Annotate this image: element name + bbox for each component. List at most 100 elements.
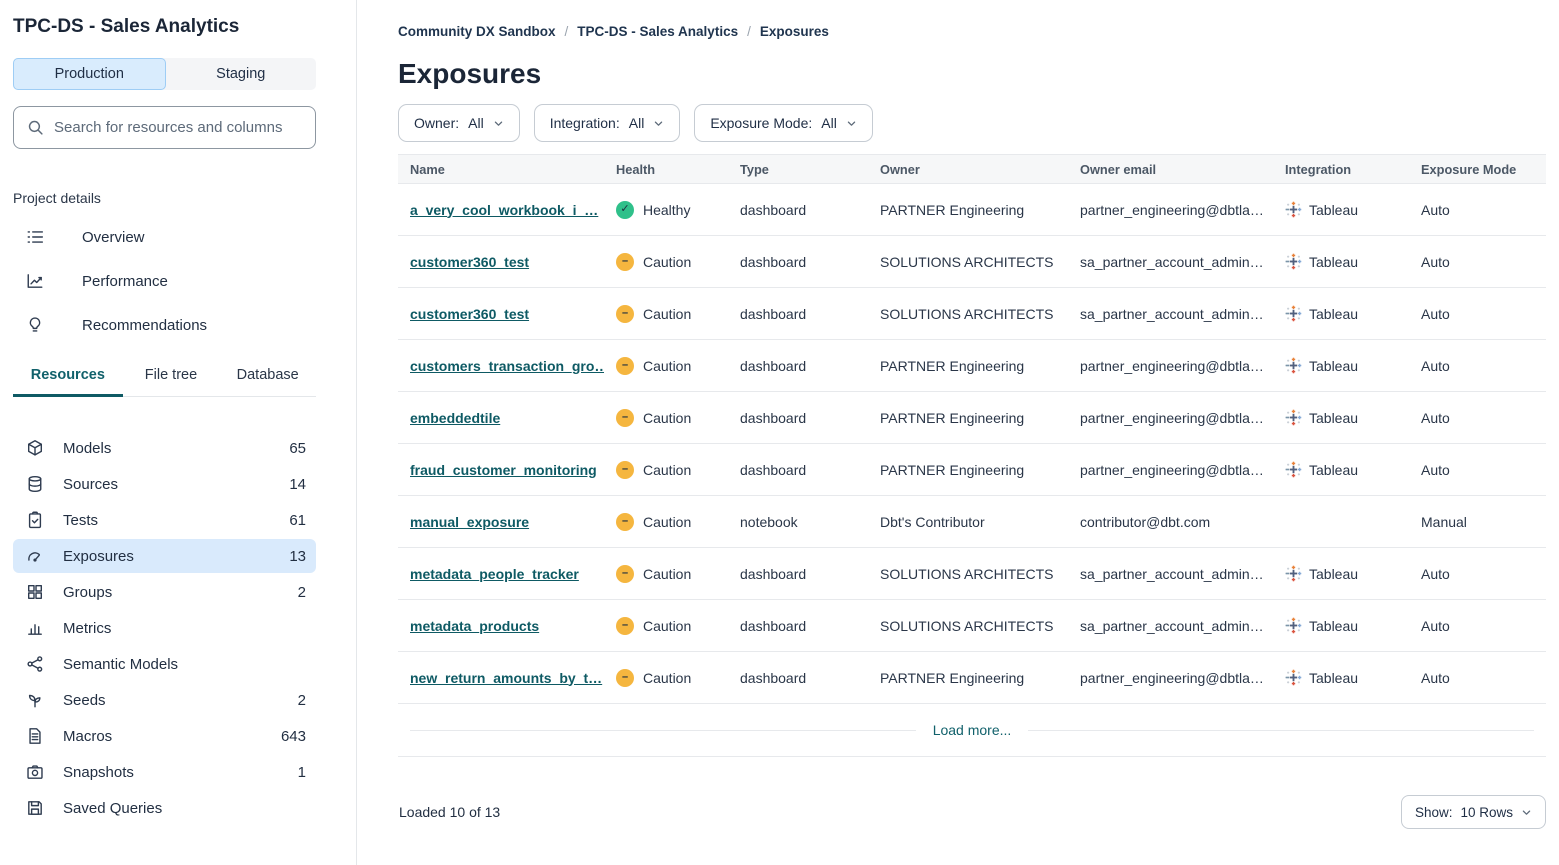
- exposure-mode-cell: Auto: [1421, 253, 1450, 270]
- owner-email-cell: partner_engineering@dbtla…: [1080, 409, 1264, 426]
- breadcrumb-project[interactable]: TPC-DS - Sales Analytics: [577, 24, 739, 39]
- health-badge: –: [616, 564, 634, 583]
- table-row: a_very_cool_workbook_i_… ✓ Healthy dashbo…: [398, 184, 1546, 236]
- load-more-row: Load more...: [398, 704, 1546, 757]
- sidebar-item-tests[interactable]: Tests 61: [13, 503, 316, 537]
- grid-icon: [26, 583, 44, 601]
- exposure-mode-cell: Auto: [1421, 201, 1450, 218]
- owner-cell: PARTNER Engineering: [880, 357, 1025, 374]
- exposure-name-link[interactable]: new_return_amounts_by_t…: [410, 669, 603, 686]
- breadcrumb-account[interactable]: Community DX Sandbox: [398, 24, 556, 39]
- exposure-mode-cell: Auto: [1421, 409, 1450, 426]
- health-badge: –: [616, 668, 634, 687]
- tableau-icon: [1285, 409, 1302, 426]
- resource-list: Models 65 Sources 14 Tests 61 Exposures …: [13, 431, 316, 825]
- sidebar-item-overview[interactable]: Overview: [13, 215, 316, 259]
- env-tab-staging[interactable]: Staging: [216, 66, 266, 82]
- main-content: Community DX Sandbox / TPC-DS - Sales An…: [357, 0, 1559, 865]
- sidebar-item-models[interactable]: Models 65: [13, 431, 316, 465]
- sidebar-item-performance[interactable]: Performance: [13, 259, 316, 303]
- integration-cell: Tableau: [1273, 201, 1409, 218]
- tab-file-tree[interactable]: File tree: [144, 367, 198, 383]
- file-text-icon: [26, 727, 44, 745]
- search-input[interactable]: [54, 119, 302, 136]
- table-body: a_very_cool_workbook_i_… ✓ Healthy dashbo…: [398, 184, 1546, 704]
- sidebar-item-macros[interactable]: Macros 643: [13, 719, 316, 753]
- health-label: Caution: [643, 409, 692, 426]
- health-badge: –: [616, 512, 634, 531]
- chevron-down-icon: [1521, 807, 1532, 818]
- owner-cell: PARTNER Engineering: [880, 201, 1025, 218]
- owner-filter[interactable]: Owner: All: [398, 104, 520, 142]
- integration-cell: Tableau: [1273, 357, 1409, 374]
- tableau-icon: [1285, 305, 1302, 322]
- owner-cell: SOLUTIONS ARCHITECTS: [880, 565, 1054, 582]
- owner-email-cell: sa_partner_account_admin…: [1080, 253, 1264, 270]
- table-footer: Loaded 10 of 13 Show: 10 Rows: [398, 795, 1546, 829]
- owner-email-cell: sa_partner_account_admin…: [1080, 617, 1264, 634]
- sidebar-item-semantic-models[interactable]: Semantic Models: [13, 647, 316, 681]
- exposure-name-link[interactable]: customer360_test: [410, 305, 530, 322]
- rows-per-page-select[interactable]: Show: 10 Rows: [1400, 795, 1546, 829]
- tableau-icon: [1285, 565, 1302, 582]
- filter-value: All: [468, 115, 484, 131]
- owner-cell: PARTNER Engineering: [880, 409, 1025, 426]
- env-tab-production[interactable]: Production: [13, 58, 166, 90]
- table-row: customer360_test – Caution dashboard SOLU…: [398, 236, 1546, 288]
- owner-cell: SOLUTIONS ARCHITECTS: [880, 253, 1054, 270]
- column-header-name: Name: [410, 161, 445, 177]
- sidebar-item-snapshots[interactable]: Snapshots 1: [13, 755, 316, 789]
- sidebar-item-saved-queries[interactable]: Saved Queries: [13, 791, 316, 825]
- column-header-health: Health: [616, 161, 656, 177]
- exposure-name-link[interactable]: customer360_test: [410, 253, 530, 270]
- show-label: Show:: [1414, 804, 1453, 820]
- tab-resources[interactable]: Resources: [13, 367, 123, 397]
- sidebar-item-groups[interactable]: Groups 2: [13, 575, 316, 609]
- sidebar-item-exposures[interactable]: Exposures 13: [13, 539, 316, 573]
- type-cell: dashboard: [740, 669, 807, 686]
- project-details-label: Project details: [13, 190, 101, 206]
- type-cell: dashboard: [740, 357, 807, 374]
- show-value: 10 Rows: [1460, 804, 1513, 820]
- exposure-name-link[interactable]: fraud_customer_monitoring: [410, 461, 597, 478]
- tab-database[interactable]: Database: [236, 367, 299, 383]
- filter-label: Owner:: [414, 115, 460, 131]
- tableau-icon: [1285, 461, 1302, 478]
- chevron-down-icon: [493, 118, 504, 129]
- exposure-mode-filter[interactable]: Exposure Mode: All: [694, 104, 873, 142]
- exposure-name-link[interactable]: manual_exposure: [410, 513, 530, 530]
- project-links: Overview Performance Recommendations: [13, 215, 316, 347]
- load-more-link[interactable]: Load more...: [915, 722, 1029, 738]
- owner-cell: Dbt's Contributor: [880, 513, 985, 530]
- exposure-name-link[interactable]: a_very_cool_workbook_i_…: [410, 201, 599, 218]
- sidebar-item-sources[interactable]: Sources 14: [13, 467, 316, 501]
- sidebar-item-metrics[interactable]: Metrics: [13, 611, 316, 645]
- health-label: Caution: [643, 461, 692, 478]
- owner-cell: PARTNER Engineering: [880, 669, 1025, 686]
- lightbulb-icon: [26, 316, 44, 334]
- breadcrumb-separator: /: [747, 24, 751, 39]
- table-row: customers_transaction_gro… – Caution dash…: [398, 340, 1546, 392]
- integration-cell: Tableau: [1273, 617, 1409, 634]
- gauge-icon: [26, 547, 44, 565]
- floppy-icon: [26, 799, 44, 817]
- exposures-table: Name Health Type Owner Owner email Integ…: [398, 154, 1546, 757]
- tableau-icon: [1285, 357, 1302, 374]
- chevron-down-icon: [846, 118, 857, 129]
- exposure-name-link[interactable]: customers_transaction_gro…: [410, 357, 604, 374]
- sidebar-item-seeds[interactable]: Seeds 2: [13, 683, 316, 717]
- tableau-icon: [1285, 617, 1302, 634]
- exposure-name-link[interactable]: metadata_products: [410, 617, 540, 634]
- search-box[interactable]: [13, 106, 316, 149]
- exposure-mode-cell: Auto: [1421, 669, 1450, 686]
- breadcrumb-separator: /: [564, 24, 569, 39]
- sidebar-item-recommendations[interactable]: Recommendations: [13, 303, 316, 347]
- column-header-type: Type: [740, 161, 769, 177]
- owner-email-cell: sa_partner_account_admin…: [1080, 305, 1264, 322]
- exposure-name-link[interactable]: embeddedtile: [410, 409, 501, 426]
- table-row: embeddedtile – Caution dashboard PARTNER …: [398, 392, 1546, 444]
- exposure-name-link[interactable]: metadata_people_tracker: [410, 565, 579, 582]
- exposure-mode-cell: Auto: [1421, 565, 1450, 582]
- integration-filter[interactable]: Integration: All: [533, 104, 681, 142]
